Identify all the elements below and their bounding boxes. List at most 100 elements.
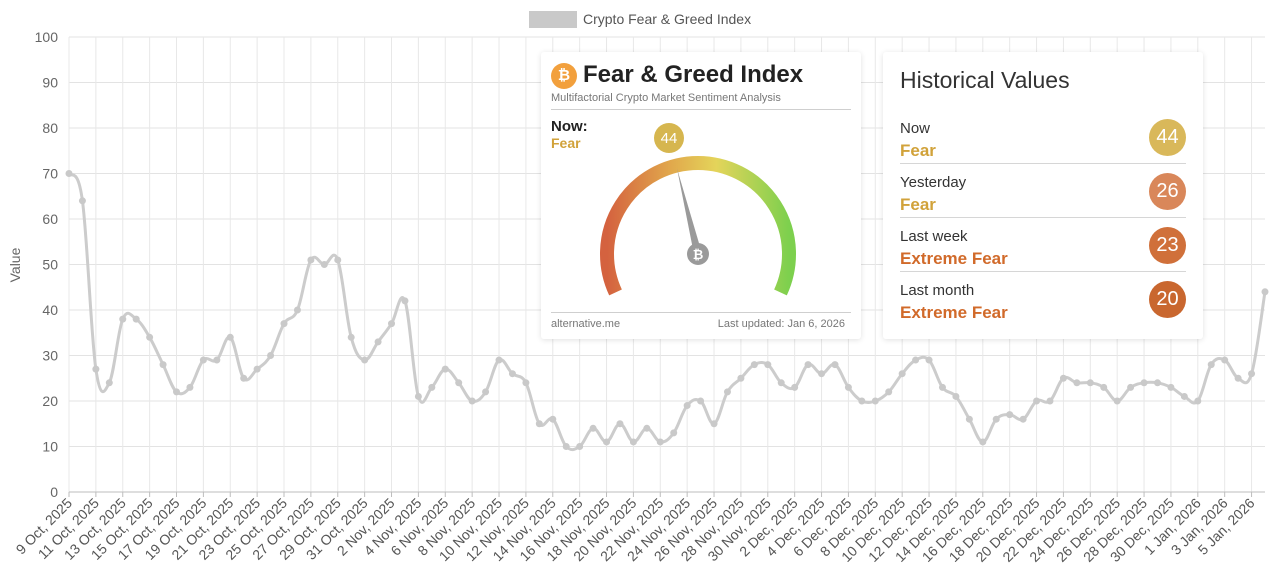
data-point[interactable] [616, 420, 624, 428]
data-point[interactable] [912, 356, 920, 364]
data-point[interactable] [576, 443, 584, 450]
data-point[interactable] [92, 365, 100, 373]
data-point[interactable] [1194, 397, 1202, 405]
data-point[interactable] [1019, 415, 1027, 423]
data-point[interactable] [737, 374, 745, 382]
data-point[interactable] [885, 388, 893, 396]
data-point[interactable] [723, 388, 731, 396]
data-point[interactable] [1234, 374, 1242, 382]
y-tick-label: 80 [42, 120, 58, 136]
data-point[interactable] [1167, 383, 1175, 391]
data-point[interactable] [831, 361, 839, 369]
data-point[interactable] [65, 170, 73, 177]
data-point[interactable] [1261, 288, 1269, 296]
data-point[interactable] [1033, 397, 1041, 405]
data-point[interactable] [844, 383, 852, 391]
data-point[interactable] [549, 415, 557, 423]
data-point[interactable] [1100, 383, 1108, 391]
data-point[interactable] [401, 297, 409, 305]
y-tick-label: 50 [42, 257, 58, 273]
data-point[interactable] [656, 438, 664, 446]
data-point[interactable] [441, 365, 449, 373]
y-tick-label: 90 [42, 75, 58, 91]
data-point[interactable] [629, 438, 637, 446]
data-point[interactable] [938, 383, 946, 391]
data-point[interactable] [925, 356, 933, 364]
data-point[interactable] [643, 424, 651, 432]
data-point[interactable] [199, 356, 207, 364]
data-point[interactable] [992, 415, 1000, 423]
data-point[interactable] [1113, 397, 1121, 405]
data-point[interactable] [267, 352, 275, 359]
data-point[interactable] [78, 197, 86, 205]
data-point[interactable] [240, 374, 248, 382]
data-point[interactable] [105, 379, 113, 387]
data-point[interactable] [119, 315, 127, 323]
data-point[interactable] [603, 438, 611, 446]
data-point[interactable] [898, 370, 906, 378]
historical-row: Yesterday Fear 26 [900, 164, 1186, 218]
data-point[interactable] [979, 438, 987, 446]
source-link[interactable]: alternative.me [551, 318, 621, 330]
data-point[interactable] [361, 356, 369, 364]
data-point[interactable] [280, 320, 288, 328]
data-point[interactable] [307, 256, 315, 264]
data-point[interactable] [495, 356, 503, 364]
data-point[interactable] [777, 379, 785, 387]
data-point[interactable] [1006, 411, 1014, 419]
data-point[interactable] [1153, 379, 1161, 387]
needle-hub-bitcoin-icon: ₿ [693, 247, 704, 262]
data-point[interactable] [1221, 356, 1229, 364]
data-point[interactable] [374, 338, 382, 346]
data-point[interactable] [173, 388, 181, 396]
data-point[interactable] [482, 388, 490, 396]
data-point[interactable] [562, 443, 570, 450]
data-point[interactable] [750, 361, 758, 369]
data-point[interactable] [146, 333, 154, 341]
data-point[interactable] [132, 315, 140, 323]
legend[interactable]: Crypto Fear & Greed Index [529, 9, 751, 29]
data-point[interactable] [697, 397, 705, 405]
data-point[interactable] [589, 424, 597, 432]
data-point[interactable] [1207, 361, 1215, 369]
data-point[interactable] [213, 356, 221, 364]
data-point[interactable] [535, 420, 543, 428]
now-classification: Fear [551, 135, 581, 151]
data-point[interactable] [1059, 374, 1067, 382]
data-point[interactable] [468, 397, 476, 405]
data-point[interactable] [1140, 379, 1148, 387]
data-point[interactable] [186, 383, 194, 391]
data-point[interactable] [226, 333, 234, 341]
data-point[interactable] [455, 379, 463, 387]
data-point[interactable] [858, 397, 866, 405]
data-point[interactable] [670, 429, 678, 437]
data-point[interactable] [414, 392, 422, 400]
data-point[interactable] [965, 415, 973, 423]
value-badge: 20 [1149, 281, 1186, 318]
data-point[interactable] [508, 370, 516, 378]
data-point[interactable] [710, 420, 718, 428]
data-point[interactable] [1180, 392, 1188, 400]
data-point[interactable] [159, 361, 167, 369]
data-point[interactable] [871, 397, 879, 405]
data-point[interactable] [293, 306, 301, 314]
data-point[interactable] [428, 383, 436, 391]
data-point[interactable] [952, 392, 960, 400]
data-point[interactable] [334, 256, 342, 264]
data-point[interactable] [804, 361, 812, 369]
data-point[interactable] [253, 365, 261, 373]
data-point[interactable] [1073, 379, 1081, 387]
period-label: Yesterday [900, 174, 967, 191]
data-point[interactable] [1127, 383, 1135, 391]
data-point[interactable] [320, 261, 328, 268]
data-point[interactable] [1086, 379, 1094, 387]
data-point[interactable] [764, 361, 772, 369]
data-point[interactable] [522, 379, 530, 387]
data-point[interactable] [347, 333, 355, 341]
data-point[interactable] [388, 320, 396, 328]
data-point[interactable] [791, 383, 799, 391]
data-point[interactable] [683, 402, 691, 410]
data-point[interactable] [1046, 397, 1054, 405]
data-point[interactable] [1248, 370, 1256, 378]
data-point[interactable] [818, 370, 826, 378]
